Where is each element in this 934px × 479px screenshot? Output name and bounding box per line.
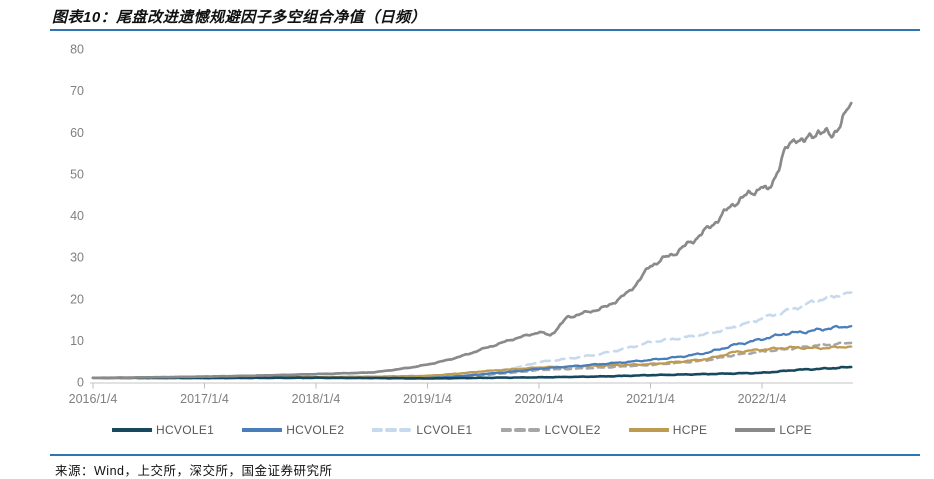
legend-item-lcvole2: LCVOLE2 — [500, 423, 601, 437]
legend-swatch-hcvole1 — [112, 428, 152, 432]
x-axis-label: 2019/1/4 — [403, 392, 452, 406]
y-axis-label: 30 — [70, 251, 84, 265]
figure-title: 图表10：尾盘改进遗憾规避因子多空组合净值（日频） — [52, 9, 427, 26]
y-axis-label: 40 — [70, 209, 84, 223]
y-axis-label: 20 — [70, 292, 84, 306]
series-line-hcvole1 — [91, 365, 853, 380]
legend-item-lcpe: LCPE — [735, 423, 812, 437]
legend-swatch-lcvole2 — [500, 428, 541, 432]
legend-label: HCPE — [672, 423, 708, 437]
series-line-lcvole1 — [91, 291, 853, 380]
legend-swatch-lcpe — [735, 428, 776, 432]
y-axis-label: 10 — [70, 334, 84, 348]
x-axis-label: 2021/1/4 — [626, 392, 675, 406]
x-axis-label: 2022/1/4 — [738, 392, 787, 406]
y-axis-label: 80 — [70, 43, 84, 57]
x-axis-label: 2016/1/4 — [69, 392, 118, 406]
legend-item-lcvole1: LCVOLE1 — [372, 423, 472, 437]
chart-legend: HCVOLE1 HCVOLE2 LCVOLE1 LCVOLE2 HCPE LCPE — [112, 423, 812, 437]
legend-item-hcvole1: HCVOLE1 — [112, 423, 214, 437]
y-axis-label: 60 — [70, 126, 84, 140]
x-axis-label: 2020/1/4 — [515, 392, 564, 406]
source-note: 来源：Wind，上交所，深交所，国金证券研究所 — [55, 464, 333, 478]
legend-item-hcvole2: HCVOLE2 — [242, 423, 344, 437]
legend-label: HCVOLE1 — [156, 423, 215, 437]
footer-rule — [50, 454, 920, 456]
line-chart-canvas: 0 10 20 30 40 50 60 70 80 2016/1/4 2017/1/4 2018/1/… — [69, 43, 853, 406]
legend-swatch-lcvole1 — [372, 428, 413, 432]
legend-swatch-hcpe — [628, 428, 669, 432]
y-axis-label: 0 — [77, 376, 84, 390]
series-line-lcpe — [91, 101, 853, 380]
x-axis-label: 2017/1/4 — [180, 392, 229, 406]
y-axis-label: 70 — [70, 84, 84, 98]
legend-label: LCVOLE1 — [416, 423, 473, 437]
legend-swatch-hcvole2 — [242, 428, 283, 432]
legend-label: LCPE — [779, 423, 812, 437]
y-axis-label: 50 — [70, 167, 84, 181]
legend-item-hcpe: HCPE — [628, 423, 708, 437]
title-underline — [50, 29, 920, 31]
x-axis-label: 2018/1/4 — [292, 392, 341, 406]
legend-label: LCVOLE2 — [544, 423, 601, 437]
legend-label: HCVOLE2 — [286, 423, 345, 437]
